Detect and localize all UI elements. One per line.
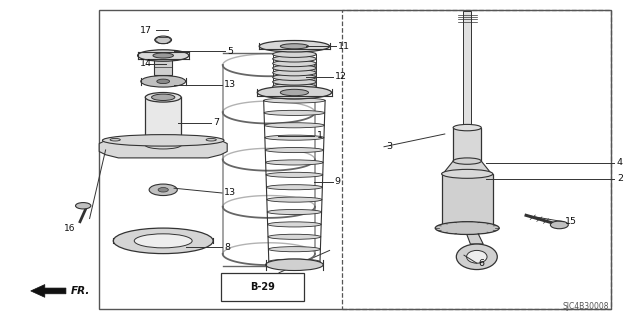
Bar — [221, 273, 304, 301]
Text: 14: 14 — [140, 59, 152, 68]
Polygon shape — [443, 161, 492, 174]
Ellipse shape — [141, 76, 186, 87]
Ellipse shape — [550, 221, 568, 229]
Text: 13: 13 — [224, 189, 236, 197]
Ellipse shape — [273, 65, 316, 71]
Ellipse shape — [264, 123, 324, 128]
Ellipse shape — [269, 259, 320, 264]
Text: 11: 11 — [338, 42, 350, 51]
Ellipse shape — [266, 259, 323, 271]
Text: 2: 2 — [617, 174, 623, 183]
Ellipse shape — [152, 94, 175, 100]
Ellipse shape — [265, 135, 324, 140]
Text: 6: 6 — [479, 259, 484, 268]
Polygon shape — [462, 222, 483, 244]
Ellipse shape — [266, 160, 323, 165]
Ellipse shape — [273, 93, 316, 99]
Ellipse shape — [273, 60, 316, 67]
Ellipse shape — [76, 203, 91, 209]
Text: 1: 1 — [317, 131, 323, 140]
Ellipse shape — [268, 234, 321, 239]
Ellipse shape — [138, 50, 189, 61]
Ellipse shape — [453, 124, 481, 131]
Ellipse shape — [273, 74, 316, 80]
Ellipse shape — [266, 185, 323, 190]
Text: 13: 13 — [224, 80, 236, 89]
Ellipse shape — [273, 88, 316, 94]
Ellipse shape — [145, 141, 181, 149]
Ellipse shape — [442, 169, 493, 178]
Polygon shape — [463, 11, 471, 129]
Ellipse shape — [145, 93, 181, 102]
Text: FR.: FR. — [71, 286, 90, 296]
Ellipse shape — [259, 41, 330, 52]
Text: 17: 17 — [140, 26, 152, 35]
Ellipse shape — [267, 197, 322, 202]
Ellipse shape — [134, 234, 192, 248]
Ellipse shape — [153, 53, 173, 58]
Ellipse shape — [157, 79, 170, 84]
Polygon shape — [154, 59, 172, 75]
Ellipse shape — [456, 244, 497, 270]
Text: 8: 8 — [224, 243, 230, 252]
Text: 16: 16 — [64, 224, 76, 233]
Ellipse shape — [155, 36, 172, 44]
Ellipse shape — [110, 138, 120, 141]
Polygon shape — [145, 97, 181, 145]
Bar — [99, 10, 611, 309]
Ellipse shape — [268, 222, 321, 227]
Ellipse shape — [268, 210, 321, 215]
Ellipse shape — [280, 44, 308, 49]
Ellipse shape — [467, 250, 487, 263]
Polygon shape — [442, 174, 493, 228]
Ellipse shape — [149, 184, 177, 196]
Ellipse shape — [435, 222, 499, 234]
Ellipse shape — [268, 247, 321, 252]
Polygon shape — [31, 285, 66, 297]
Ellipse shape — [273, 51, 316, 57]
Ellipse shape — [257, 86, 332, 99]
Ellipse shape — [273, 83, 316, 90]
Ellipse shape — [273, 70, 316, 76]
Ellipse shape — [264, 110, 324, 115]
Text: 12: 12 — [335, 72, 347, 81]
Ellipse shape — [206, 138, 216, 141]
Ellipse shape — [265, 147, 324, 152]
Ellipse shape — [273, 79, 316, 85]
Text: 15: 15 — [565, 217, 577, 226]
Polygon shape — [453, 128, 481, 161]
Ellipse shape — [264, 98, 325, 103]
Text: SJC4B30008: SJC4B30008 — [563, 302, 609, 311]
Text: B-29: B-29 — [250, 282, 275, 292]
Ellipse shape — [453, 158, 481, 164]
Bar — [342, 10, 611, 309]
Ellipse shape — [113, 228, 213, 254]
Ellipse shape — [102, 135, 224, 146]
Text: 3: 3 — [387, 142, 393, 151]
Polygon shape — [99, 140, 227, 158]
Ellipse shape — [442, 224, 493, 233]
Text: 7: 7 — [213, 118, 219, 127]
Ellipse shape — [273, 56, 316, 62]
Ellipse shape — [280, 89, 308, 96]
Text: 5: 5 — [227, 47, 233, 56]
Ellipse shape — [266, 172, 323, 177]
Text: 4: 4 — [617, 158, 623, 167]
Ellipse shape — [158, 188, 168, 192]
Text: 9: 9 — [335, 177, 340, 186]
